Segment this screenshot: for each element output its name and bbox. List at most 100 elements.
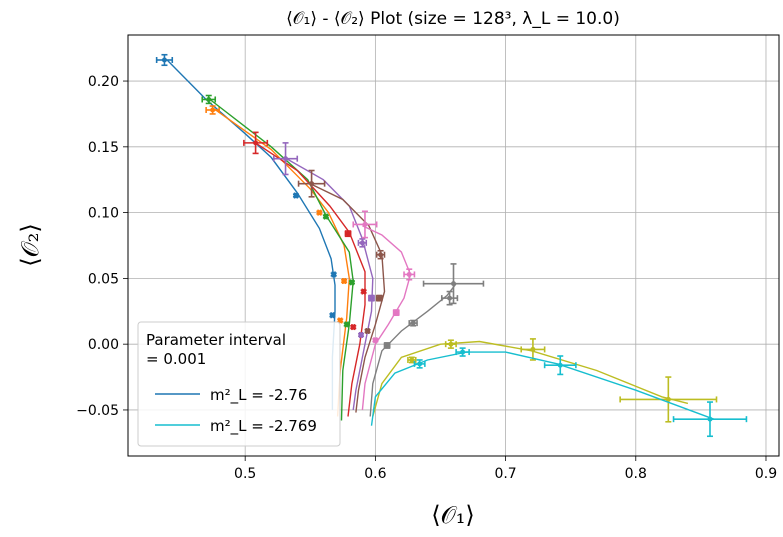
marker	[665, 396, 671, 402]
marker	[384, 342, 390, 348]
series-4	[273, 142, 375, 411]
series-5	[297, 169, 386, 413]
x-axis-label: ⟨𝒪₁⟩	[431, 501, 474, 529]
marker	[350, 324, 356, 330]
legend-title-line2: = 0.001	[146, 350, 206, 368]
data-point	[440, 290, 459, 306]
data-point	[201, 94, 217, 105]
marker	[410, 320, 416, 326]
series-9	[370, 347, 748, 438]
x-tick-label: 0.7	[494, 466, 516, 482]
marker	[361, 289, 367, 295]
marker	[372, 337, 378, 343]
marker	[393, 310, 399, 316]
marker	[359, 240, 365, 246]
marker	[293, 193, 299, 199]
data-point	[243, 131, 269, 155]
legend-box	[137, 321, 341, 447]
data-point	[375, 249, 386, 260]
data-point	[372, 337, 379, 344]
data-point	[364, 328, 371, 335]
data-point	[316, 209, 323, 216]
marker	[530, 346, 536, 352]
series-layer	[155, 53, 748, 438]
data-point	[344, 230, 352, 238]
series-line	[372, 340, 689, 417]
series-line	[309, 183, 386, 413]
data-point	[543, 355, 577, 376]
x-tick-label: 0.9	[755, 466, 777, 482]
series-8	[372, 338, 718, 423]
x-tick-label: 0.8	[625, 466, 647, 482]
data-point	[155, 53, 174, 67]
series-line	[255, 142, 366, 417]
marker	[409, 357, 415, 363]
data-point	[357, 238, 368, 248]
marker	[378, 252, 384, 258]
marker	[253, 140, 259, 146]
data-point	[375, 294, 383, 302]
marker	[417, 361, 423, 367]
legend-label-0: m²_L = -2.76	[210, 386, 307, 405]
y-tick-label: 0.15	[88, 140, 119, 156]
data-point	[273, 142, 299, 176]
marker	[309, 181, 315, 187]
data-point	[619, 376, 718, 423]
y-tick-label: 0.00	[88, 337, 119, 353]
y-axis-label: ⟨𝒪₂⟩	[16, 223, 44, 266]
marker	[206, 96, 212, 102]
marker	[358, 332, 364, 338]
data-point	[343, 321, 350, 328]
plot-frame	[127, 34, 780, 457]
x-tick-label: 0.6	[364, 466, 386, 482]
data-point	[360, 288, 367, 295]
data-point	[422, 263, 485, 305]
marker	[448, 341, 454, 347]
chart-title: ⟨𝒪₁⟩ - ⟨𝒪₂⟩ Plot (size = 128³, λ_L = 10.…	[286, 9, 620, 29]
y-tick-label: 0.10	[88, 206, 119, 222]
marker	[210, 107, 216, 113]
marker	[337, 317, 343, 323]
x-tick-label: 0.5	[234, 466, 256, 482]
y-tick-label: −0.05	[76, 403, 119, 419]
series-line	[361, 225, 412, 411]
marker	[447, 295, 453, 301]
data-point	[205, 105, 220, 115]
marker	[376, 295, 382, 301]
data-point	[329, 312, 336, 319]
data-point	[672, 401, 748, 438]
marker	[329, 312, 335, 318]
data-point	[407, 356, 417, 364]
marker	[345, 231, 351, 237]
series-3	[243, 131, 367, 417]
axis-ticks: 0.5 0.6 0.7 0.8 0.9 −0.05 0.00 0.05 0.10 0.15 0.20	[76, 74, 777, 482]
marker	[406, 271, 412, 277]
legend: Parameter interval = 0.001 m²_L = -2.76 …	[137, 321, 341, 447]
y-tick-label: 0.20	[88, 74, 119, 90]
data-point	[348, 279, 355, 286]
series-7	[369, 263, 485, 417]
marker	[344, 321, 350, 327]
data-point	[455, 347, 470, 357]
data-point	[444, 339, 457, 349]
y-tick-label: 0.05	[88, 271, 119, 287]
marker	[707, 416, 713, 422]
series-6	[352, 210, 416, 411]
data-point	[358, 331, 365, 338]
data-point	[392, 309, 400, 317]
data-point	[413, 359, 426, 369]
data-point	[350, 324, 357, 331]
data-point	[330, 271, 337, 278]
marker	[368, 295, 374, 301]
series-line	[283, 156, 374, 411]
marker	[316, 210, 322, 216]
marker	[460, 349, 466, 355]
data-point	[337, 317, 344, 324]
data-point	[368, 294, 375, 302]
data-point	[297, 169, 326, 198]
series-line	[369, 283, 457, 417]
data-point	[341, 278, 348, 285]
marker	[451, 281, 456, 287]
marker	[283, 156, 289, 162]
